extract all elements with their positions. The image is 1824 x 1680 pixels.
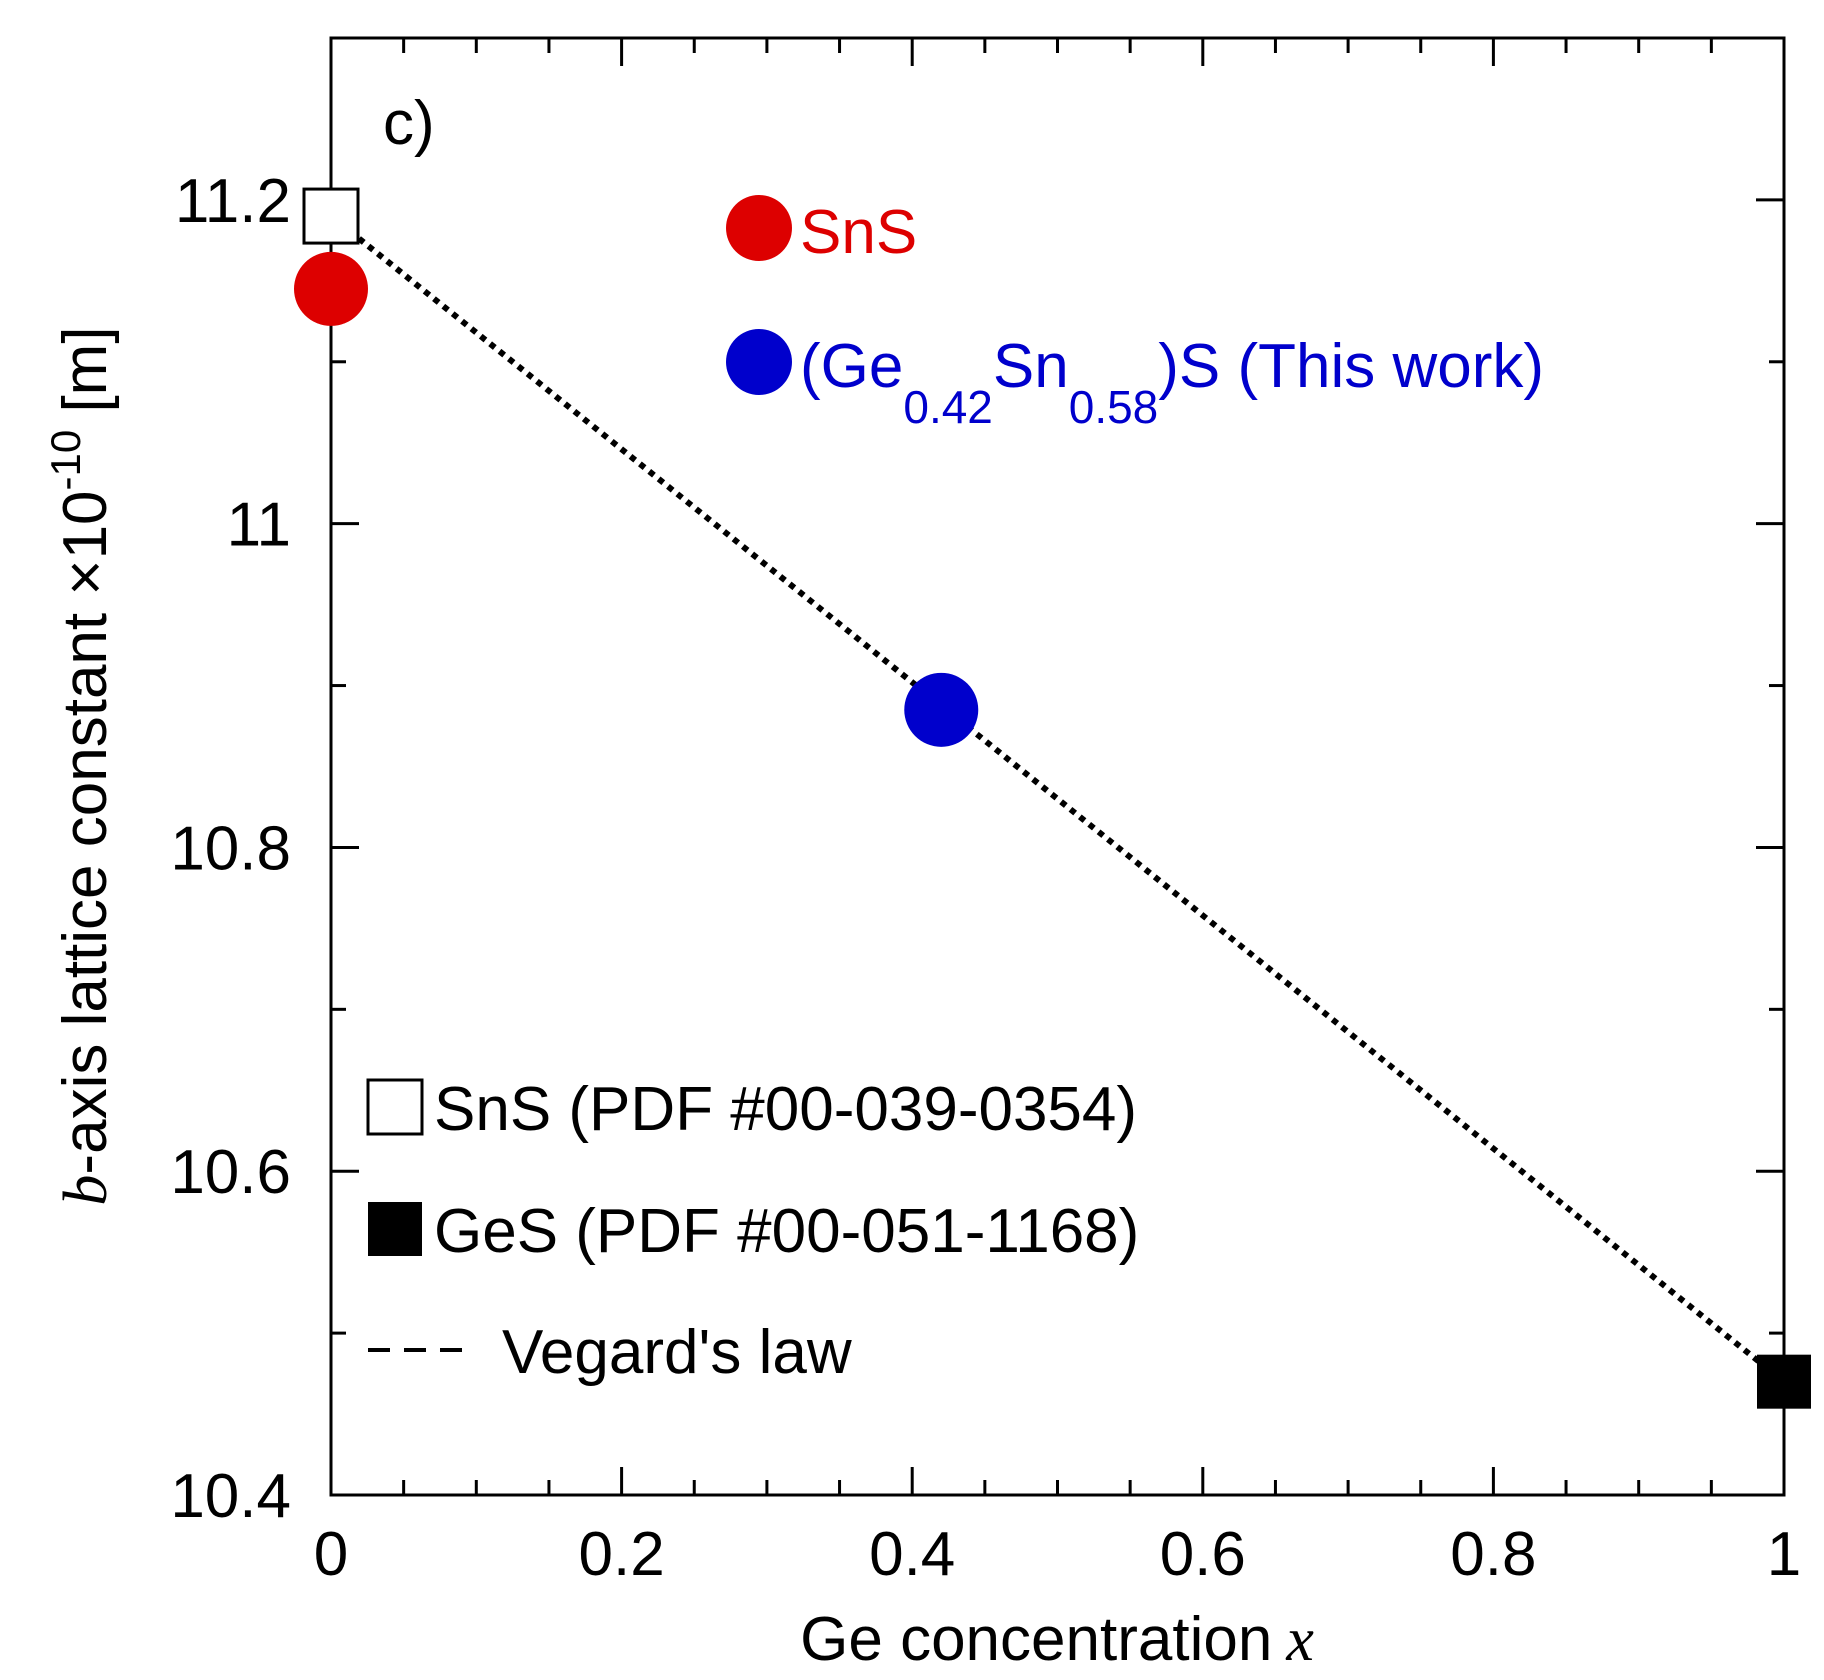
x-tick-label: 0.4 <box>869 1520 955 1589</box>
y-tick-label: 10.4 <box>170 1462 291 1531</box>
gesns-data-point <box>904 672 979 747</box>
sns-pdf-reference-point <box>302 187 360 245</box>
x-tick-label: 0 <box>314 1520 348 1589</box>
legend-ges-pdf-label: GeS (PDF #00-051-1168) <box>434 1197 1139 1266</box>
legend-gesns-marker <box>726 329 792 395</box>
legend-gesns-suffix: )S (This work) <box>1158 332 1544 401</box>
x-tick-label: 1 <box>1767 1520 1801 1589</box>
legend-top: SnS (Ge0.42Sn0.58)S (This work) <box>726 195 1544 433</box>
legend-vegard-label: Vegard's law <box>502 1318 852 1387</box>
y-axis-title: b-axis lattice constant ×10-10 [m] <box>42 326 120 1205</box>
y-axis-tick-labels: 10.4 10.6 10.8 11 11.2 <box>170 167 291 1531</box>
x-tick-label: 0.2 <box>578 1520 664 1589</box>
y-tick-label: 11.2 <box>175 167 291 236</box>
legend-sns-pdf-marker <box>366 1078 424 1136</box>
x-axis-title-var: x <box>1285 1606 1314 1674</box>
legend-sns-label: SnS <box>800 198 917 267</box>
panel-label: c) <box>383 89 435 158</box>
sns-data-point <box>294 251 368 326</box>
legend-ges-pdf-marker <box>368 1202 422 1256</box>
x-tick-label: 0.6 <box>1160 1520 1246 1589</box>
legend-gesns-sub2: 0.58 <box>1069 381 1159 433</box>
y-axis-title-var: b <box>52 1175 120 1206</box>
ges-pdf-reference-point <box>1757 1354 1811 1409</box>
x-axis-tick-labels: 0 0.2 0.4 0.6 0.8 1 <box>314 1520 1801 1589</box>
y-tick-label: 11 <box>227 491 291 560</box>
legend-sns-marker <box>726 195 792 261</box>
x-axis-ticks <box>329 38 1786 1495</box>
y-axis-title-unit: [m] <box>51 326 120 429</box>
vegard-law-line <box>329 213 1786 1385</box>
legend-gesns-label: (Ge0.42Sn0.58)S (This work) <box>800 332 1544 433</box>
legend-bottom: SnS (PDF #00-039-0354) GeS (PDF #00-051-… <box>366 1075 1139 1387</box>
y-axis-title-exp: -10 <box>42 430 89 491</box>
legend-gesns-mid: Sn <box>993 332 1069 401</box>
y-tick-label: 10.6 <box>170 1138 291 1207</box>
y-axis-ticks <box>331 36 1784 1497</box>
plot-frame <box>329 36 1786 1497</box>
legend-gesns-prefix: (Ge <box>800 332 903 401</box>
legend-sns-pdf-label: SnS (PDF #00-039-0354) <box>434 1075 1137 1144</box>
legend-gesns-sub1: 0.42 <box>903 381 993 433</box>
x-tick-label: 0.8 <box>1450 1520 1536 1589</box>
y-tick-label: 10.8 <box>170 814 291 883</box>
x-axis-title-text: Ge concentration <box>800 1605 1272 1674</box>
x-axis-title: Ge concentration x <box>800 1605 1314 1674</box>
y-axis-title-main: -axis lattice constant ×10 <box>51 490 120 1174</box>
